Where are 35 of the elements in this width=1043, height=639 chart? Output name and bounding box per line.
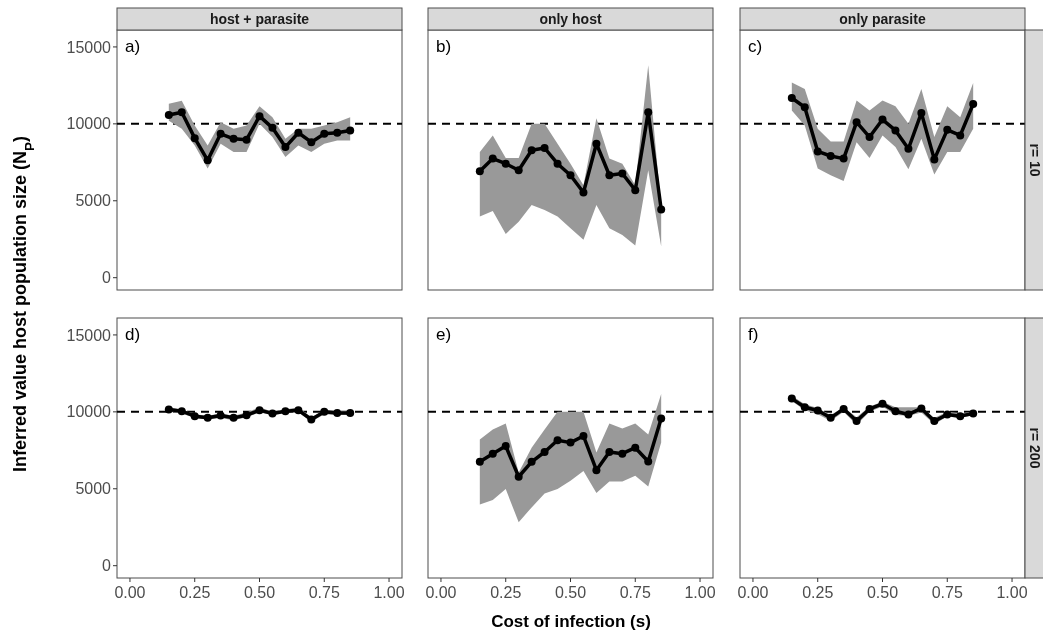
- x-tick-label: 0.25: [179, 584, 211, 601]
- y-tick-label: 10000: [66, 403, 112, 421]
- annotation: a): [125, 37, 141, 56]
- y-tick-label: 15000: [66, 326, 112, 344]
- x-tick-label: 0.00: [425, 584, 457, 601]
- y-tick-label: 5000: [75, 480, 112, 498]
- text: r= 10: [1027, 143, 1043, 177]
- chart-title: host + parasite: [209, 11, 310, 27]
- x-tick-label: 0.25: [802, 584, 834, 601]
- x-tick-label: 0.50: [243, 584, 276, 601]
- y-tick-label: 0: [102, 557, 112, 575]
- x-tick-label: 0.75: [308, 584, 340, 601]
- chart-title: only parasite: [839, 11, 926, 27]
- x-tick-label: 0.00: [114, 584, 146, 601]
- x-tick-label: 1.00: [684, 584, 716, 601]
- x-tick-label: 0.50: [866, 584, 899, 601]
- x-axis-title: Cost of infection (s): [491, 612, 651, 631]
- annotation: d): [125, 325, 141, 344]
- annotation: c): [748, 37, 763, 56]
- x-tick-label: 0.00: [737, 584, 769, 601]
- x-tick-label: 1.00: [373, 584, 405, 601]
- annotation: e): [436, 325, 452, 344]
- x-tick-label: 1.00: [996, 584, 1028, 601]
- x-tick-label: 0.75: [931, 584, 963, 601]
- x-tick-label: 0.50: [554, 584, 587, 601]
- annotation: b): [436, 37, 452, 56]
- chart-title: only host: [539, 11, 602, 27]
- y-tick-label: 10000: [66, 115, 112, 133]
- text: r= 200: [1027, 427, 1043, 469]
- x-tick-label: 0.25: [490, 584, 522, 601]
- y-tick-label: 5000: [75, 192, 112, 210]
- y-tick-label: 15000: [66, 38, 112, 56]
- y-tick-label: 0: [102, 269, 112, 287]
- x-tick-label: 0.75: [619, 584, 651, 601]
- annotation: f): [748, 325, 759, 344]
